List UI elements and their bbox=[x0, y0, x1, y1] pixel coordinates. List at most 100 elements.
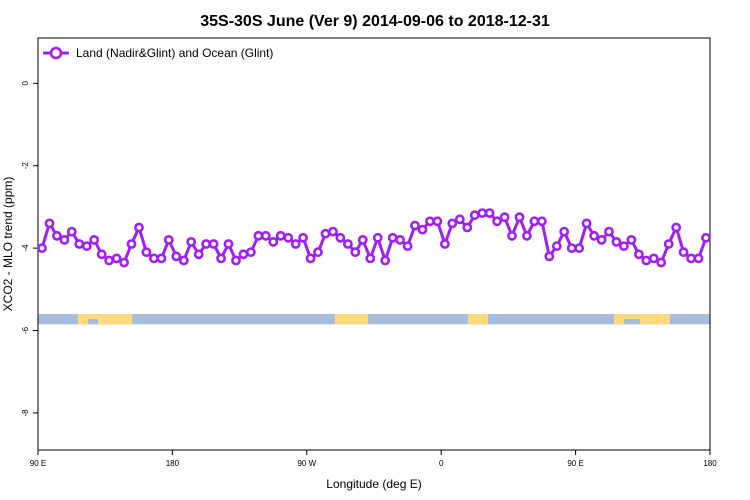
x-axis-label: Longitude (deg E) bbox=[326, 477, 421, 491]
x-axis: 90 E 180 90 W 0 90 E 180 bbox=[30, 450, 717, 468]
data-point bbox=[96, 249, 107, 260]
data-point bbox=[693, 253, 704, 264]
land-patch bbox=[335, 314, 368, 325]
data-point bbox=[537, 216, 547, 227]
data-point bbox=[514, 212, 525, 223]
y-tick-label: -4 bbox=[21, 244, 30, 252]
data-point bbox=[671, 222, 682, 233]
data-point bbox=[641, 255, 652, 266]
data-point bbox=[589, 230, 599, 241]
data-point bbox=[574, 243, 585, 253]
data-point bbox=[223, 239, 234, 249]
data-point bbox=[499, 212, 510, 223]
data-point bbox=[544, 251, 555, 262]
data-point bbox=[268, 236, 279, 247]
legend: Land (Nadir&Glint) and Ocean (Glint) bbox=[43, 46, 273, 60]
data-point bbox=[626, 234, 637, 245]
data-point bbox=[104, 255, 114, 266]
data-point bbox=[581, 218, 592, 229]
data-point bbox=[216, 253, 226, 264]
y-tick-label: -8 bbox=[21, 409, 30, 417]
data-point bbox=[275, 230, 286, 241]
legend-marker bbox=[49, 46, 63, 60]
data-point bbox=[454, 214, 465, 225]
y-tick-label: -2 bbox=[21, 162, 30, 170]
y-axis-label: XCO2 - MLO trend (ppm) bbox=[1, 177, 15, 312]
data-point bbox=[529, 216, 540, 227]
x-tick-label: 180 bbox=[703, 459, 717, 468]
data-point bbox=[37, 243, 47, 253]
data-point bbox=[634, 249, 644, 260]
data-point bbox=[559, 226, 570, 237]
land-patch-detail bbox=[88, 319, 98, 325]
data-point bbox=[283, 232, 294, 243]
series-points bbox=[37, 208, 711, 268]
data-point bbox=[313, 247, 323, 258]
data-point bbox=[59, 234, 70, 245]
data-point bbox=[439, 239, 450, 249]
data-point bbox=[186, 236, 197, 247]
data-point bbox=[507, 230, 517, 241]
data-point bbox=[469, 210, 480, 221]
data-point bbox=[380, 255, 391, 266]
data-point bbox=[604, 226, 614, 237]
data-point bbox=[44, 218, 55, 229]
plot-frame bbox=[37, 37, 711, 451]
x-tick-label: 90 W bbox=[297, 459, 316, 468]
data-point bbox=[328, 226, 338, 237]
data-point bbox=[447, 218, 458, 229]
data-point bbox=[484, 208, 495, 218]
data-point bbox=[365, 253, 376, 264]
data-point bbox=[663, 239, 674, 249]
data-point bbox=[305, 253, 316, 264]
data-point bbox=[611, 236, 622, 247]
land-patch bbox=[614, 314, 670, 325]
data-point bbox=[81, 241, 92, 251]
data-point bbox=[335, 232, 346, 243]
data-point bbox=[648, 253, 659, 264]
data-point bbox=[178, 255, 189, 266]
data-point bbox=[656, 257, 667, 268]
data-point bbox=[156, 253, 167, 264]
data-point bbox=[111, 253, 122, 264]
data-point bbox=[126, 239, 137, 249]
data-point bbox=[119, 257, 129, 268]
data-point bbox=[163, 234, 174, 245]
data-point bbox=[298, 232, 308, 243]
land-patch bbox=[78, 314, 132, 325]
data-point bbox=[551, 241, 562, 251]
data-point bbox=[238, 249, 249, 260]
x-tick-label: 90 E bbox=[567, 459, 583, 468]
data-point bbox=[566, 243, 577, 253]
data-point bbox=[134, 222, 144, 233]
data-point bbox=[171, 251, 182, 262]
data-point bbox=[231, 255, 241, 266]
data-point bbox=[148, 253, 159, 264]
data-point bbox=[619, 241, 629, 251]
data-point bbox=[372, 232, 383, 243]
data-point bbox=[395, 234, 405, 245]
y-tick-label: -6 bbox=[21, 326, 30, 334]
data-point bbox=[432, 216, 443, 227]
data-point bbox=[342, 239, 353, 249]
surface-strip bbox=[38, 314, 710, 325]
ocean-band bbox=[38, 314, 710, 325]
data-point bbox=[417, 224, 428, 235]
data-point bbox=[492, 216, 502, 227]
data-point bbox=[201, 239, 211, 249]
y-axis: 0 -2 -4 -6 -8 bbox=[21, 81, 38, 417]
data-point bbox=[320, 228, 331, 239]
data-point bbox=[89, 234, 100, 245]
land-patch-detail bbox=[624, 319, 640, 325]
data-point bbox=[52, 230, 62, 241]
data-point bbox=[208, 239, 219, 249]
data-point bbox=[74, 239, 85, 249]
data-point bbox=[193, 249, 204, 260]
data-point bbox=[402, 241, 413, 251]
land-patch bbox=[468, 314, 488, 325]
data-point bbox=[410, 220, 420, 231]
data-point bbox=[260, 230, 271, 241]
y-tick-label: 0 bbox=[21, 81, 30, 86]
x-tick-label: 0 bbox=[439, 459, 444, 468]
x-tick-label: 180 bbox=[166, 459, 180, 468]
